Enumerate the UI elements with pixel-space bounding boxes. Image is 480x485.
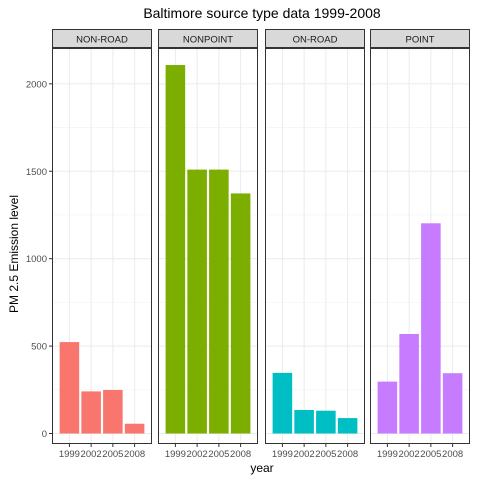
x-tick-label: 2008 xyxy=(442,449,463,460)
bar-on-road-1999 xyxy=(272,372,293,434)
bar-non-road-2005 xyxy=(103,389,123,434)
facet-strip xyxy=(158,29,258,48)
y-axis-title: PM 2.5 Emission level xyxy=(7,195,21,313)
bar-nonpoint-1999 xyxy=(165,65,186,434)
y-tick-label: 1500 xyxy=(26,167,47,178)
bar-on-road-2005 xyxy=(316,410,336,434)
facet-strip-label: ON-ROAD xyxy=(293,35,338,46)
bar-nonpoint-2005 xyxy=(209,169,229,434)
chart-title: Baltimore source type data 1999-2008 xyxy=(143,5,381,21)
y-tick-label: 500 xyxy=(31,342,47,353)
panel-border xyxy=(265,48,365,444)
x-tick-label: 1999 xyxy=(377,449,398,460)
y-tick-label: 2000 xyxy=(26,79,47,90)
x-tick-label: 2005 xyxy=(315,449,336,460)
bar-point-2002 xyxy=(399,333,419,434)
x-tick-label: 2002 xyxy=(399,449,420,460)
bar-point-1999 xyxy=(377,381,398,434)
x-tick-label: 2008 xyxy=(230,449,251,460)
panel-border xyxy=(52,48,152,444)
bar-non-road-1999 xyxy=(59,342,80,434)
bar-on-road-2002 xyxy=(294,410,314,434)
y-axis: 0 500 1000 1500 2000 xyxy=(26,79,52,440)
x-axis: 1999 2002 2005 2008 1999 2002 2005 2008 1999 2002… xyxy=(59,444,463,460)
facet-strip-label: POINT xyxy=(405,35,434,46)
x-axis-title: year xyxy=(250,461,273,475)
bar-nonpoint-2008 xyxy=(230,193,251,434)
bar-non-road-2008 xyxy=(124,423,145,434)
x-tick-label: 2005 xyxy=(102,449,123,460)
facet-panel-nonpoint: NONPOINT xyxy=(158,29,258,444)
x-tick-label: 1999 xyxy=(272,449,293,460)
x-tick-label: 2002 xyxy=(294,449,315,460)
bar-on-road-2008 xyxy=(337,418,358,434)
panel-border xyxy=(370,48,470,444)
x-tick-label: 2008 xyxy=(124,449,145,460)
x-tick-label: 2008 xyxy=(337,449,358,460)
x-tick-label: 1999 xyxy=(165,449,186,460)
x-tick-label: 2002 xyxy=(187,449,208,460)
y-tick-label: 1000 xyxy=(26,254,47,265)
bar-non-road-2002 xyxy=(81,391,101,434)
y-tick-label: 0 xyxy=(42,429,47,440)
facet-panel-non-road: NON-ROAD xyxy=(52,29,152,444)
facet-strip-label: NONPOINT xyxy=(183,35,233,46)
bar-nonpoint-2002 xyxy=(187,169,207,434)
facet-panel-point: POINT xyxy=(370,29,470,444)
panel-border xyxy=(158,48,258,444)
facet-panel-on-road: ON-ROAD xyxy=(265,29,365,444)
x-tick-label: 2005 xyxy=(420,449,441,460)
x-tick-label: 1999 xyxy=(59,449,80,460)
facet-panels: NON-ROAD NONPOINT ON-ROAD POINT xyxy=(52,29,470,444)
x-tick-label: 2005 xyxy=(208,449,229,460)
facet-strip xyxy=(265,29,365,48)
bar-point-2005 xyxy=(421,223,441,434)
x-tick-label: 2002 xyxy=(81,449,102,460)
facet-strip xyxy=(370,29,470,48)
facet-strip xyxy=(52,29,152,48)
facet-strip-label: NON-ROAD xyxy=(76,35,128,46)
bar-point-2008 xyxy=(442,373,463,434)
